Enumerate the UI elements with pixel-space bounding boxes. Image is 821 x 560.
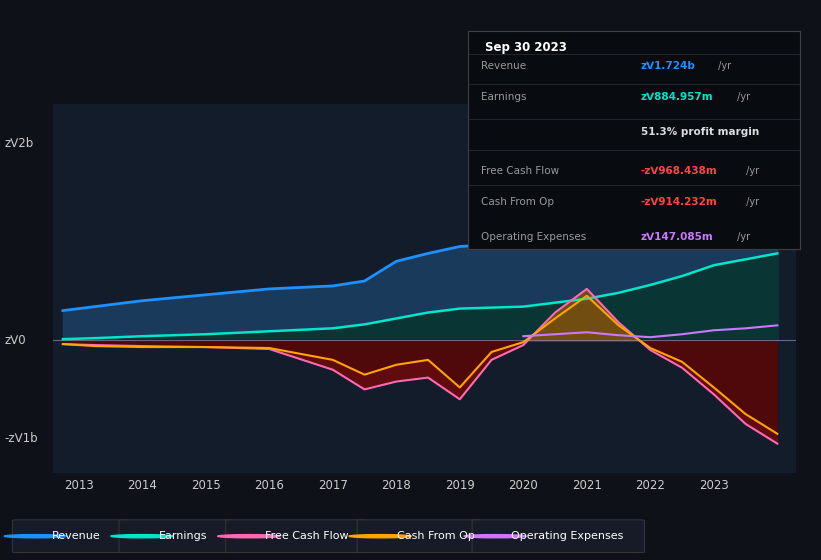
Text: Earnings: Earnings	[158, 531, 207, 541]
Text: Sep 30 2023: Sep 30 2023	[484, 41, 566, 54]
Text: Free Cash Flow: Free Cash Flow	[481, 166, 559, 176]
Text: /yr: /yr	[734, 92, 750, 102]
Text: Revenue: Revenue	[52, 531, 100, 541]
Text: -zᐯ968.438m: -zᐯ968.438m	[641, 166, 718, 176]
FancyBboxPatch shape	[472, 520, 644, 553]
Text: Earnings: Earnings	[481, 92, 527, 102]
Text: -zᐯ914.232m: -zᐯ914.232m	[641, 197, 718, 207]
Text: zᐯ2b: zᐯ2b	[4, 137, 34, 150]
Text: zᐯ1.724b: zᐯ1.724b	[641, 62, 695, 71]
FancyBboxPatch shape	[12, 520, 127, 553]
Text: Revenue: Revenue	[481, 62, 526, 71]
Text: -zᐯ1b: -zᐯ1b	[4, 432, 38, 445]
Circle shape	[349, 535, 411, 538]
Circle shape	[218, 535, 280, 538]
Text: Cash From Op: Cash From Op	[397, 531, 475, 541]
Text: Cash From Op: Cash From Op	[481, 197, 554, 207]
Text: Operating Expenses: Operating Expenses	[481, 232, 586, 242]
Circle shape	[111, 535, 173, 538]
Text: /yr: /yr	[743, 166, 759, 176]
Text: Free Cash Flow: Free Cash Flow	[265, 531, 349, 541]
Text: 51.3% profit margin: 51.3% profit margin	[641, 127, 759, 137]
Text: /yr: /yr	[734, 232, 750, 242]
FancyBboxPatch shape	[119, 520, 234, 553]
FancyBboxPatch shape	[357, 520, 480, 553]
Text: /yr: /yr	[743, 197, 759, 207]
Text: /yr: /yr	[715, 62, 732, 71]
Text: zᐯ147.085m: zᐯ147.085m	[641, 232, 713, 242]
FancyBboxPatch shape	[226, 520, 365, 553]
Text: zᐯ884.957m: zᐯ884.957m	[641, 92, 713, 102]
Circle shape	[464, 535, 526, 538]
Text: zᐯ0: zᐯ0	[4, 334, 25, 347]
Text: Operating Expenses: Operating Expenses	[511, 531, 624, 541]
Circle shape	[4, 535, 67, 538]
